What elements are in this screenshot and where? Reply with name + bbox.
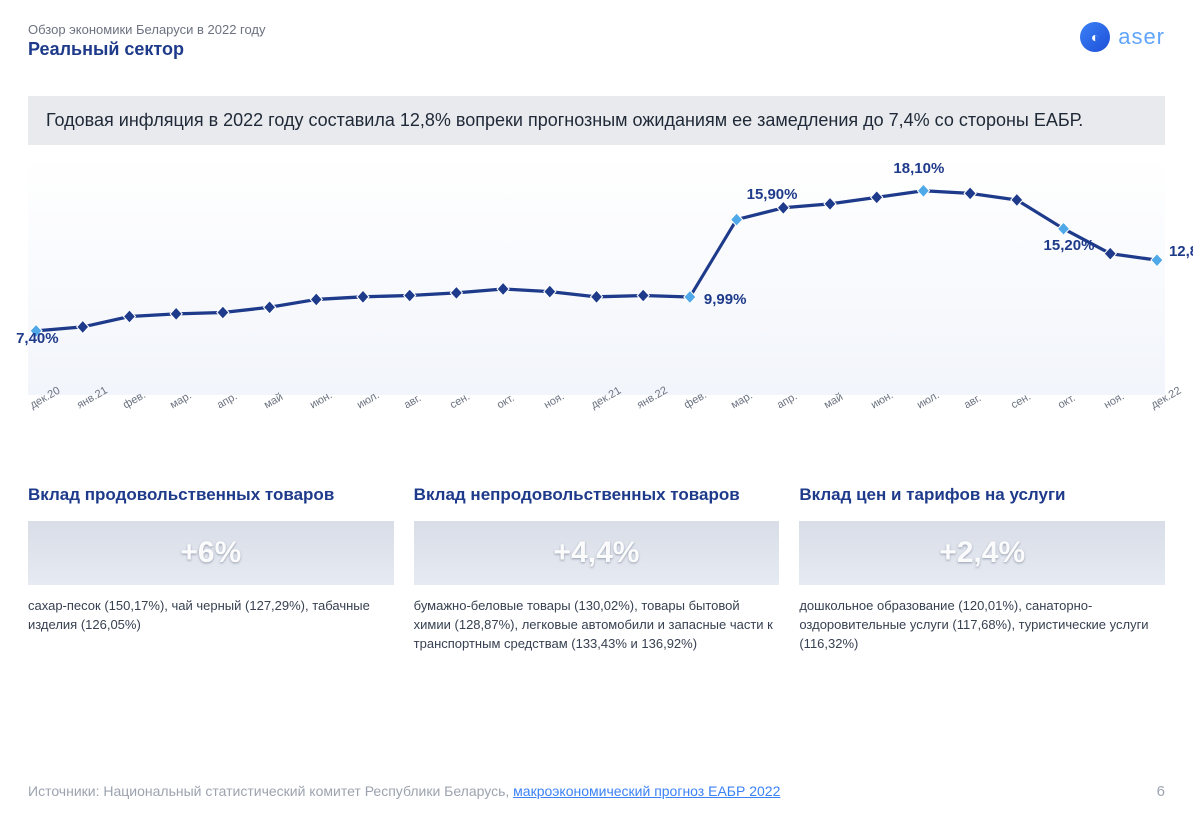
- chart-value-label: 7,40%: [16, 330, 59, 347]
- inflation-chart: дек.20янв.21фев.мар.апр.майиюн.июл.авг.с…: [28, 155, 1165, 435]
- panel-value: +4,4%: [414, 521, 780, 585]
- panel-desc: сахар-песок (150,17%), чай черный (127,2…: [28, 597, 394, 635]
- source-link[interactable]: макроэкономический прогноз ЕАБР 2022: [513, 783, 780, 799]
- panel-title: Вклад цен и тарифов на услуги: [799, 485, 1165, 509]
- page-title: Реальный сектор: [28, 39, 266, 60]
- x-axis-label: май: [822, 391, 845, 411]
- x-axis-label: авг.: [962, 392, 983, 411]
- x-axis-label: май: [262, 391, 285, 411]
- panel-value: +2,4%: [799, 521, 1165, 585]
- sources-text: Источники: Национальный статистический к…: [28, 783, 780, 800]
- chart-value-label: 9,99%: [704, 291, 747, 308]
- logo-icon: ◐: [1080, 22, 1110, 52]
- panel-desc: дошкольное образование (120,01%), санато…: [799, 597, 1165, 654]
- logo-text: aser: [1118, 24, 1165, 50]
- panel-value: +6%: [28, 521, 394, 585]
- panel-services: Вклад цен и тарифов на услуги +2,4% дошк…: [799, 485, 1165, 654]
- footer: Источники: Национальный статистический к…: [28, 783, 1165, 800]
- x-axis-label: авг.: [402, 392, 423, 411]
- headline-banner: Годовая инфляция в 2022 году составила 1…: [28, 96, 1165, 145]
- logo: ◐ aser: [1080, 22, 1165, 52]
- chart-value-label: 18,10%: [893, 160, 944, 177]
- chart-value-label: 15,90%: [747, 186, 798, 203]
- header: Обзор экономики Беларуси в 2022 году Реа…: [28, 22, 1165, 60]
- page-number: 6: [1157, 783, 1165, 800]
- panel-title: Вклад продовольственных товаров: [28, 485, 394, 509]
- chart-value-label: 15,20%: [1044, 237, 1095, 254]
- chart-value-label: 12,80%: [1169, 243, 1193, 260]
- contribution-panels: Вклад продовольственных товаров +6% саха…: [28, 485, 1165, 654]
- x-axis-label: окт.: [495, 392, 517, 411]
- panel-desc: бумажно-беловые товары (130,02%), товары…: [414, 597, 780, 654]
- panel-title: Вклад непродовольственных товаров: [414, 485, 780, 509]
- panel-nonfood: Вклад непродовольственных товаров +4,4% …: [414, 485, 780, 654]
- page-subtitle: Обзор экономики Беларуси в 2022 году: [28, 22, 266, 37]
- panel-food: Вклад продовольственных товаров +6% саха…: [28, 485, 394, 654]
- x-axis-label: окт.: [1056, 392, 1078, 411]
